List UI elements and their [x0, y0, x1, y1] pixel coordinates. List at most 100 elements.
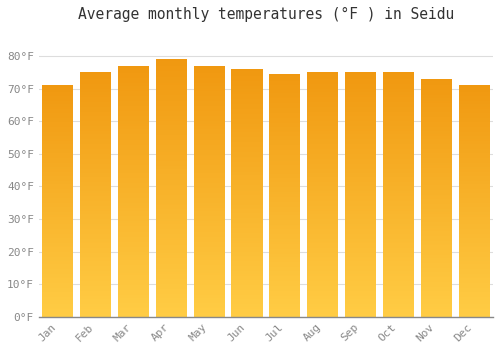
Bar	[80, 98, 111, 100]
Bar	[80, 141, 111, 142]
Bar	[383, 193, 414, 195]
Bar	[383, 130, 414, 131]
Bar	[42, 224, 74, 226]
Bar	[270, 187, 300, 189]
Bar	[232, 314, 262, 315]
Bar	[345, 191, 376, 193]
Bar	[270, 257, 300, 259]
Bar	[232, 199, 262, 201]
Bar	[458, 237, 490, 238]
Bar	[270, 281, 300, 283]
Bar	[270, 225, 300, 226]
Bar	[118, 89, 149, 91]
Bar	[345, 244, 376, 245]
Bar	[118, 166, 149, 168]
Bar	[345, 115, 376, 117]
Bar	[307, 95, 338, 97]
Bar	[156, 288, 187, 289]
Bar	[156, 282, 187, 284]
Bar	[270, 207, 300, 208]
Bar	[345, 74, 376, 76]
Bar	[156, 174, 187, 176]
Bar	[270, 228, 300, 229]
Bar	[270, 126, 300, 127]
Bar	[458, 204, 490, 206]
Bar	[421, 208, 452, 209]
Bar	[383, 294, 414, 296]
Bar	[383, 76, 414, 77]
Bar	[80, 193, 111, 195]
Bar	[80, 76, 111, 77]
Bar	[232, 299, 262, 300]
Bar	[194, 280, 224, 282]
Bar	[383, 286, 414, 287]
Bar	[458, 104, 490, 105]
Bar	[156, 144, 187, 145]
Bar	[194, 223, 224, 225]
Bar	[383, 247, 414, 248]
Bar	[42, 187, 74, 189]
Bar	[80, 232, 111, 234]
Bar	[42, 243, 74, 244]
Bar	[118, 215, 149, 216]
Bar	[421, 109, 452, 111]
Bar	[458, 223, 490, 224]
Bar	[345, 149, 376, 150]
Bar	[80, 123, 111, 125]
Bar	[383, 265, 414, 266]
Bar	[80, 244, 111, 245]
Bar	[42, 105, 74, 107]
Bar	[345, 165, 376, 167]
Bar	[458, 201, 490, 203]
Bar	[270, 85, 300, 87]
Bar	[156, 147, 187, 149]
Bar	[383, 263, 414, 265]
Bar	[232, 295, 262, 297]
Bar	[345, 187, 376, 188]
Bar	[307, 125, 338, 126]
Bar	[345, 271, 376, 273]
Bar	[194, 312, 224, 314]
Bar	[42, 133, 74, 135]
Bar	[194, 125, 224, 126]
Bar	[270, 304, 300, 306]
Bar	[118, 151, 149, 153]
Bar	[383, 126, 414, 128]
Bar	[232, 310, 262, 312]
Bar	[156, 169, 187, 171]
Bar	[42, 199, 74, 201]
Bar	[270, 238, 300, 239]
Bar	[421, 154, 452, 155]
Bar	[383, 117, 414, 118]
Bar	[156, 92, 187, 94]
Bar	[307, 149, 338, 150]
Bar	[458, 308, 490, 309]
Bar	[118, 94, 149, 96]
Bar	[270, 108, 300, 110]
Bar	[270, 155, 300, 156]
Bar	[80, 130, 111, 131]
Bar	[118, 225, 149, 226]
Bar	[42, 226, 74, 228]
Bar	[270, 140, 300, 142]
Bar	[118, 267, 149, 268]
Bar	[345, 175, 376, 177]
Bar	[307, 183, 338, 185]
Bar	[118, 134, 149, 136]
Bar	[194, 261, 224, 263]
Bar	[80, 279, 111, 281]
Bar	[194, 98, 224, 99]
Bar	[42, 251, 74, 252]
Bar	[118, 111, 149, 113]
Bar	[307, 224, 338, 225]
Bar	[80, 117, 111, 118]
Bar	[383, 183, 414, 185]
Bar	[345, 297, 376, 299]
Bar	[421, 160, 452, 161]
Bar	[458, 95, 490, 96]
Bar	[270, 203, 300, 205]
Bar	[80, 118, 111, 120]
Bar	[383, 167, 414, 169]
Bar	[307, 282, 338, 284]
Bar	[458, 233, 490, 235]
